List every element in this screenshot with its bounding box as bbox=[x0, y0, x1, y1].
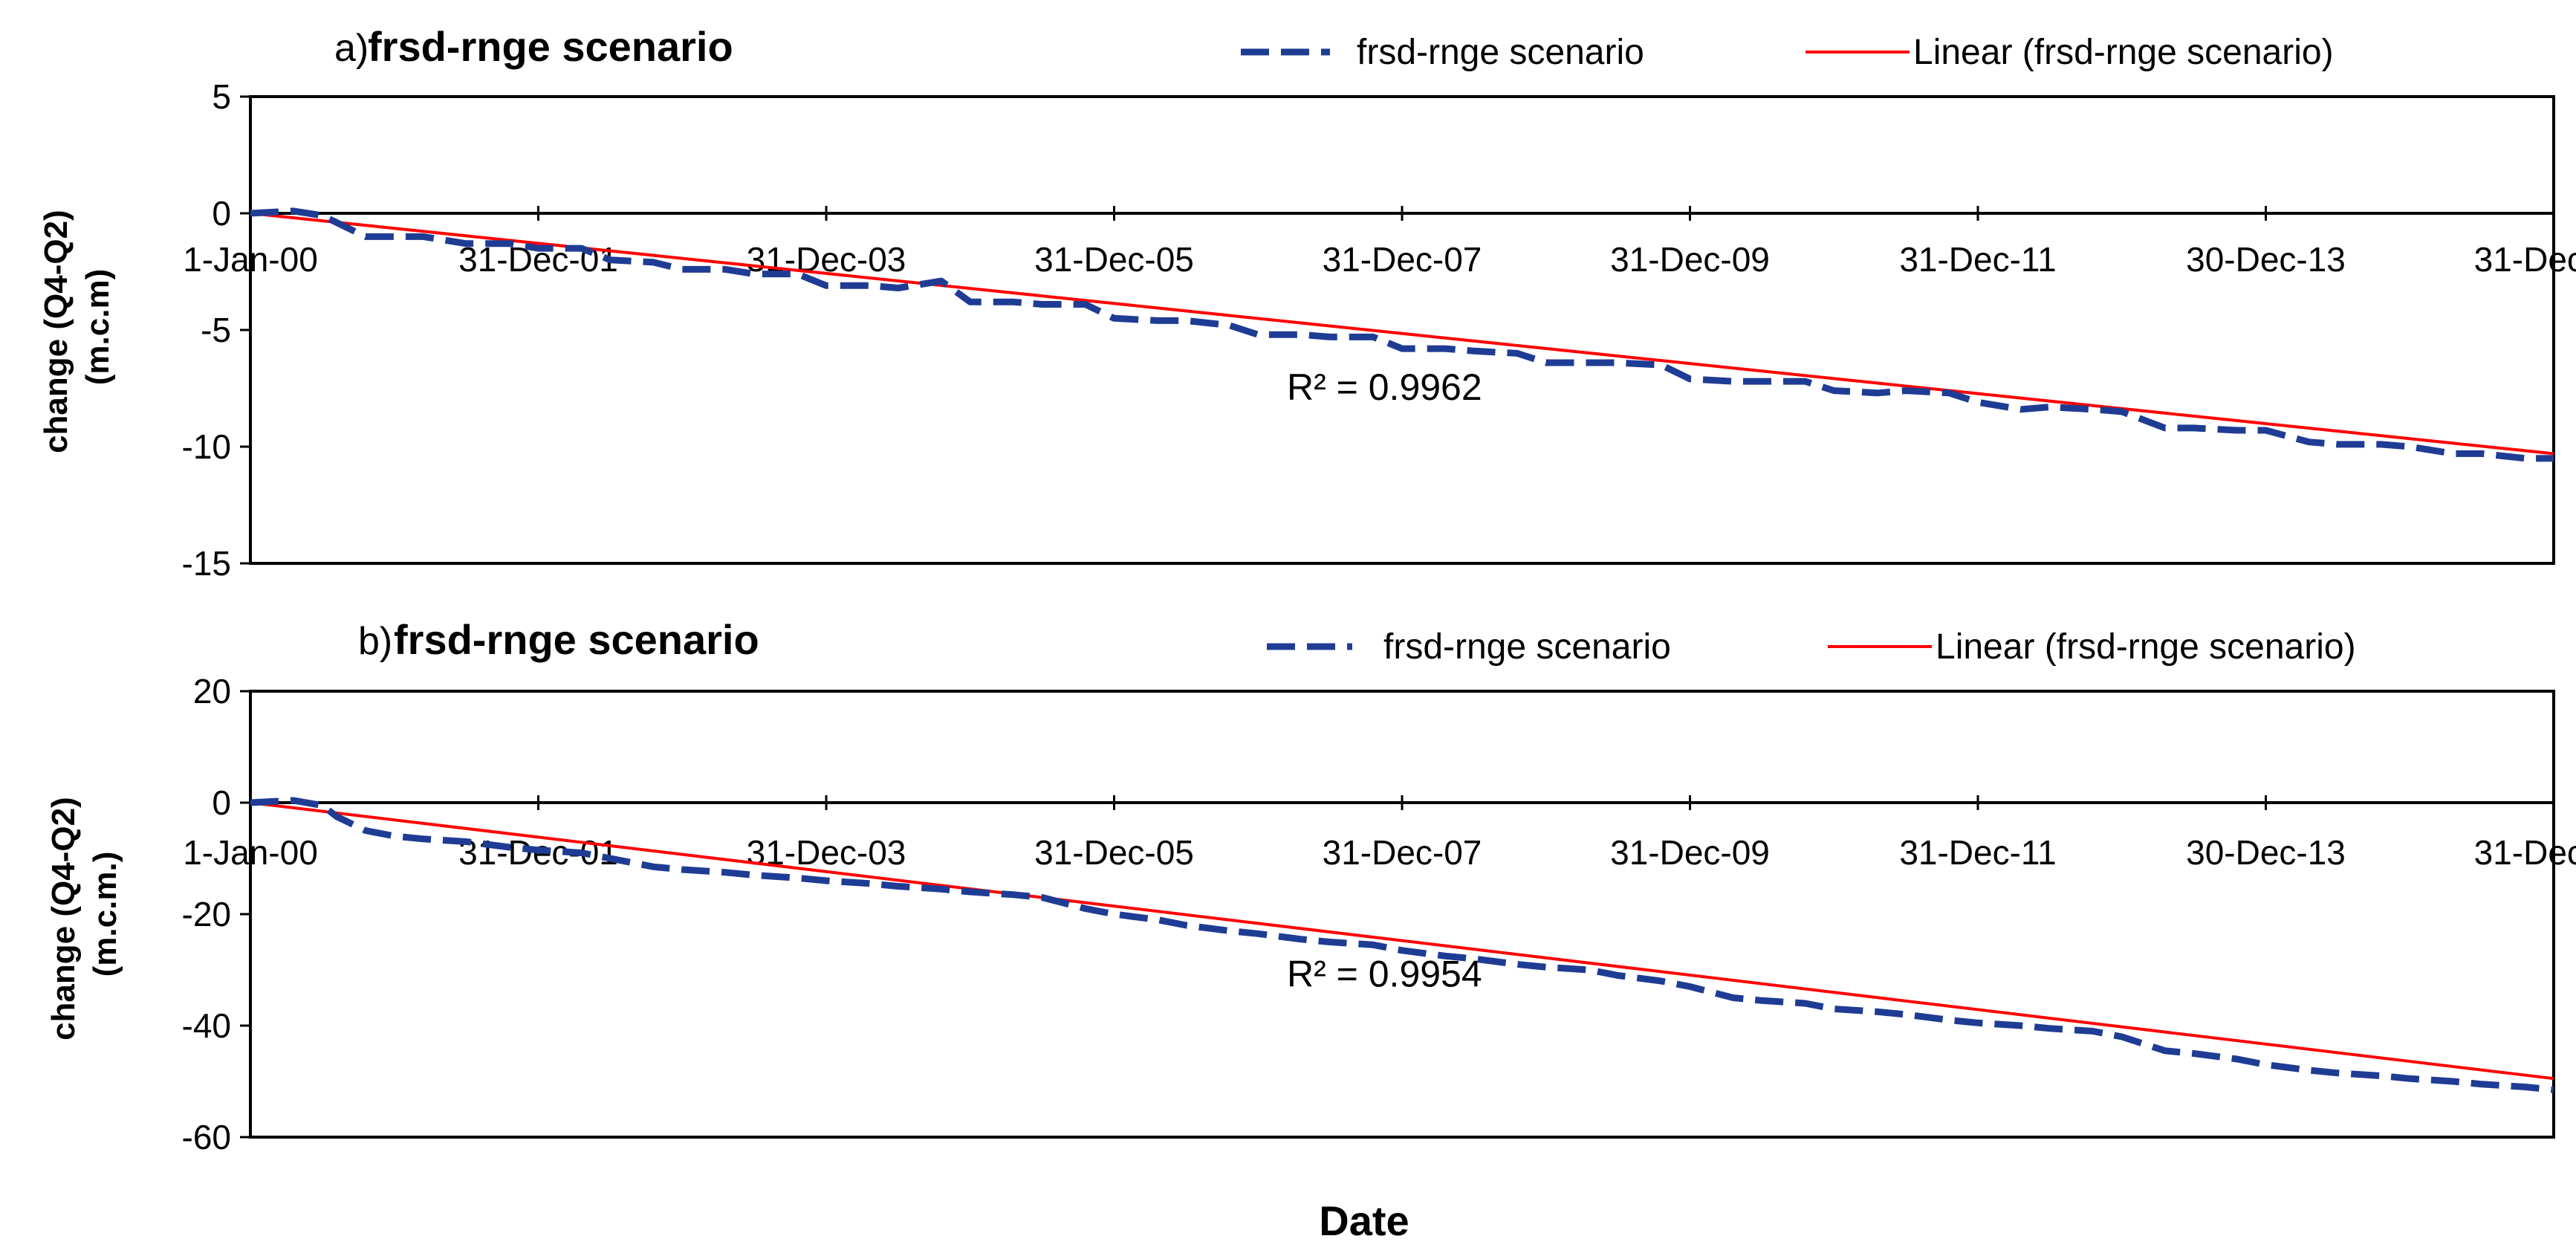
b-x-tick-label: 31-Dec-07 bbox=[1323, 833, 1482, 872]
panel-a-y-axis-label: change (Q4-Q2) (m.c.m) bbox=[38, 201, 116, 453]
panel-b-trend-line bbox=[250, 801, 2554, 1081]
panel-a-title-prefix: a) bbox=[334, 27, 369, 70]
b-y-tick-label: -40 bbox=[182, 1006, 231, 1045]
a-y-tick-label: -10 bbox=[182, 427, 231, 466]
panel-b-x-tick-labels: 1-Jan-00 31-Dec-01 31-Dec-03 31-Dec-05 31-De… bbox=[183, 833, 2576, 872]
panel-b-ticks bbox=[240, 690, 2555, 1139]
panel-b-plot-frame bbox=[249, 690, 2555, 1139]
panel-a-plot-frame bbox=[249, 95, 2555, 565]
panel-a-ticks bbox=[240, 95, 2555, 565]
a-y-tick-label: -5 bbox=[201, 311, 231, 349]
b-x-tick-label: 31-Dec-11 bbox=[1899, 833, 2056, 872]
b-x-tick-label: 30-Dec-13 bbox=[2186, 833, 2346, 872]
b-y-tick-label: 20 bbox=[193, 672, 231, 711]
a-x-tick-label: 1-Jan-00 bbox=[183, 240, 318, 279]
b-y-tick-label: -60 bbox=[182, 1118, 231, 1156]
panel-a-y-tick-labels: 5 0 -5 -10 -15 bbox=[182, 77, 231, 583]
panel-b-y-axis-label-line1: change (Q4-Q2) bbox=[45, 797, 82, 1040]
b-x-tick-label: 31-Dec-15 bbox=[2474, 833, 2576, 872]
a-x-tick-label: 31-Dec-07 bbox=[1323, 240, 1482, 279]
chart-panel-b: b) frsd-rnge scenario frsd-rnge scenario… bbox=[45, 616, 2576, 1156]
a-y-tick-label: -15 bbox=[182, 544, 231, 583]
panel-a-y-axis-label-line2: (m.c.m) bbox=[80, 269, 116, 385]
a-y-tick-label: 5 bbox=[212, 77, 231, 116]
panel-b-title-prefix: b) bbox=[358, 620, 392, 663]
panel-a-title: frsd-rnge scenario bbox=[368, 23, 733, 70]
panel-a-legend-trend-label: Linear (frsd-rnge scenario) bbox=[1913, 33, 2334, 72]
a-x-tick-label: 31-Dec-11 bbox=[1899, 240, 2056, 279]
b-x-tick-label: 1-Jan-00 bbox=[183, 833, 318, 872]
panel-b-legend: frsd-rnge scenario Linear (frsd-rnge sce… bbox=[1267, 627, 2356, 667]
b-x-tick-label: 31-Dec-05 bbox=[1034, 833, 1194, 872]
panel-b-y-axis-label: change (Q4-Q2) (m.c.m.) bbox=[45, 788, 123, 1040]
x-axis-label: Date bbox=[1319, 1197, 1409, 1244]
a-y-tick-label: 0 bbox=[212, 194, 231, 233]
panel-a-y-axis-label-line1: change (Q4-Q2) bbox=[38, 210, 74, 453]
panel-b-legend-trend-label: Linear (frsd-rnge scenario) bbox=[1936, 627, 2356, 667]
panel-b-title: frsd-rnge scenario bbox=[394, 616, 759, 663]
panel-b-y-tick-labels: 20 0 -20 -40 -60 bbox=[182, 672, 231, 1156]
a-x-tick-label: 30-Dec-13 bbox=[2186, 240, 2346, 279]
panel-a-trend-line bbox=[250, 212, 2554, 456]
panel-b-r2-annotation: R² = 0.9954 bbox=[1287, 954, 1482, 995]
panel-a-legend: frsd-rnge scenario Linear (frsd-rnge sce… bbox=[1241, 33, 2334, 72]
a-x-tick-label: 31-Dec-15 bbox=[2474, 240, 2576, 279]
b-x-tick-label: 31-Dec-09 bbox=[1610, 833, 1770, 872]
b-y-tick-label: 0 bbox=[212, 783, 231, 822]
panel-a-r2-annotation: R² = 0.9962 bbox=[1287, 366, 1482, 408]
a-x-tick-label: 31-Dec-09 bbox=[1610, 240, 1770, 279]
panel-b-legend-series-label: frsd-rnge scenario bbox=[1383, 627, 1671, 667]
b-y-tick-label: -20 bbox=[182, 895, 231, 933]
panel-b-y-axis-label-line2: (m.c.m.) bbox=[87, 852, 123, 977]
a-x-tick-label: 31-Dec-05 bbox=[1034, 240, 1194, 279]
panel-a-series-line bbox=[250, 207, 2554, 462]
panel-a-legend-series-label: frsd-rnge scenario bbox=[1357, 33, 1644, 72]
chart-panel-a: a) frsd-rnge scenario frsd-rnge scenario… bbox=[38, 23, 2576, 583]
panel-b-series-line bbox=[250, 797, 2554, 1093]
